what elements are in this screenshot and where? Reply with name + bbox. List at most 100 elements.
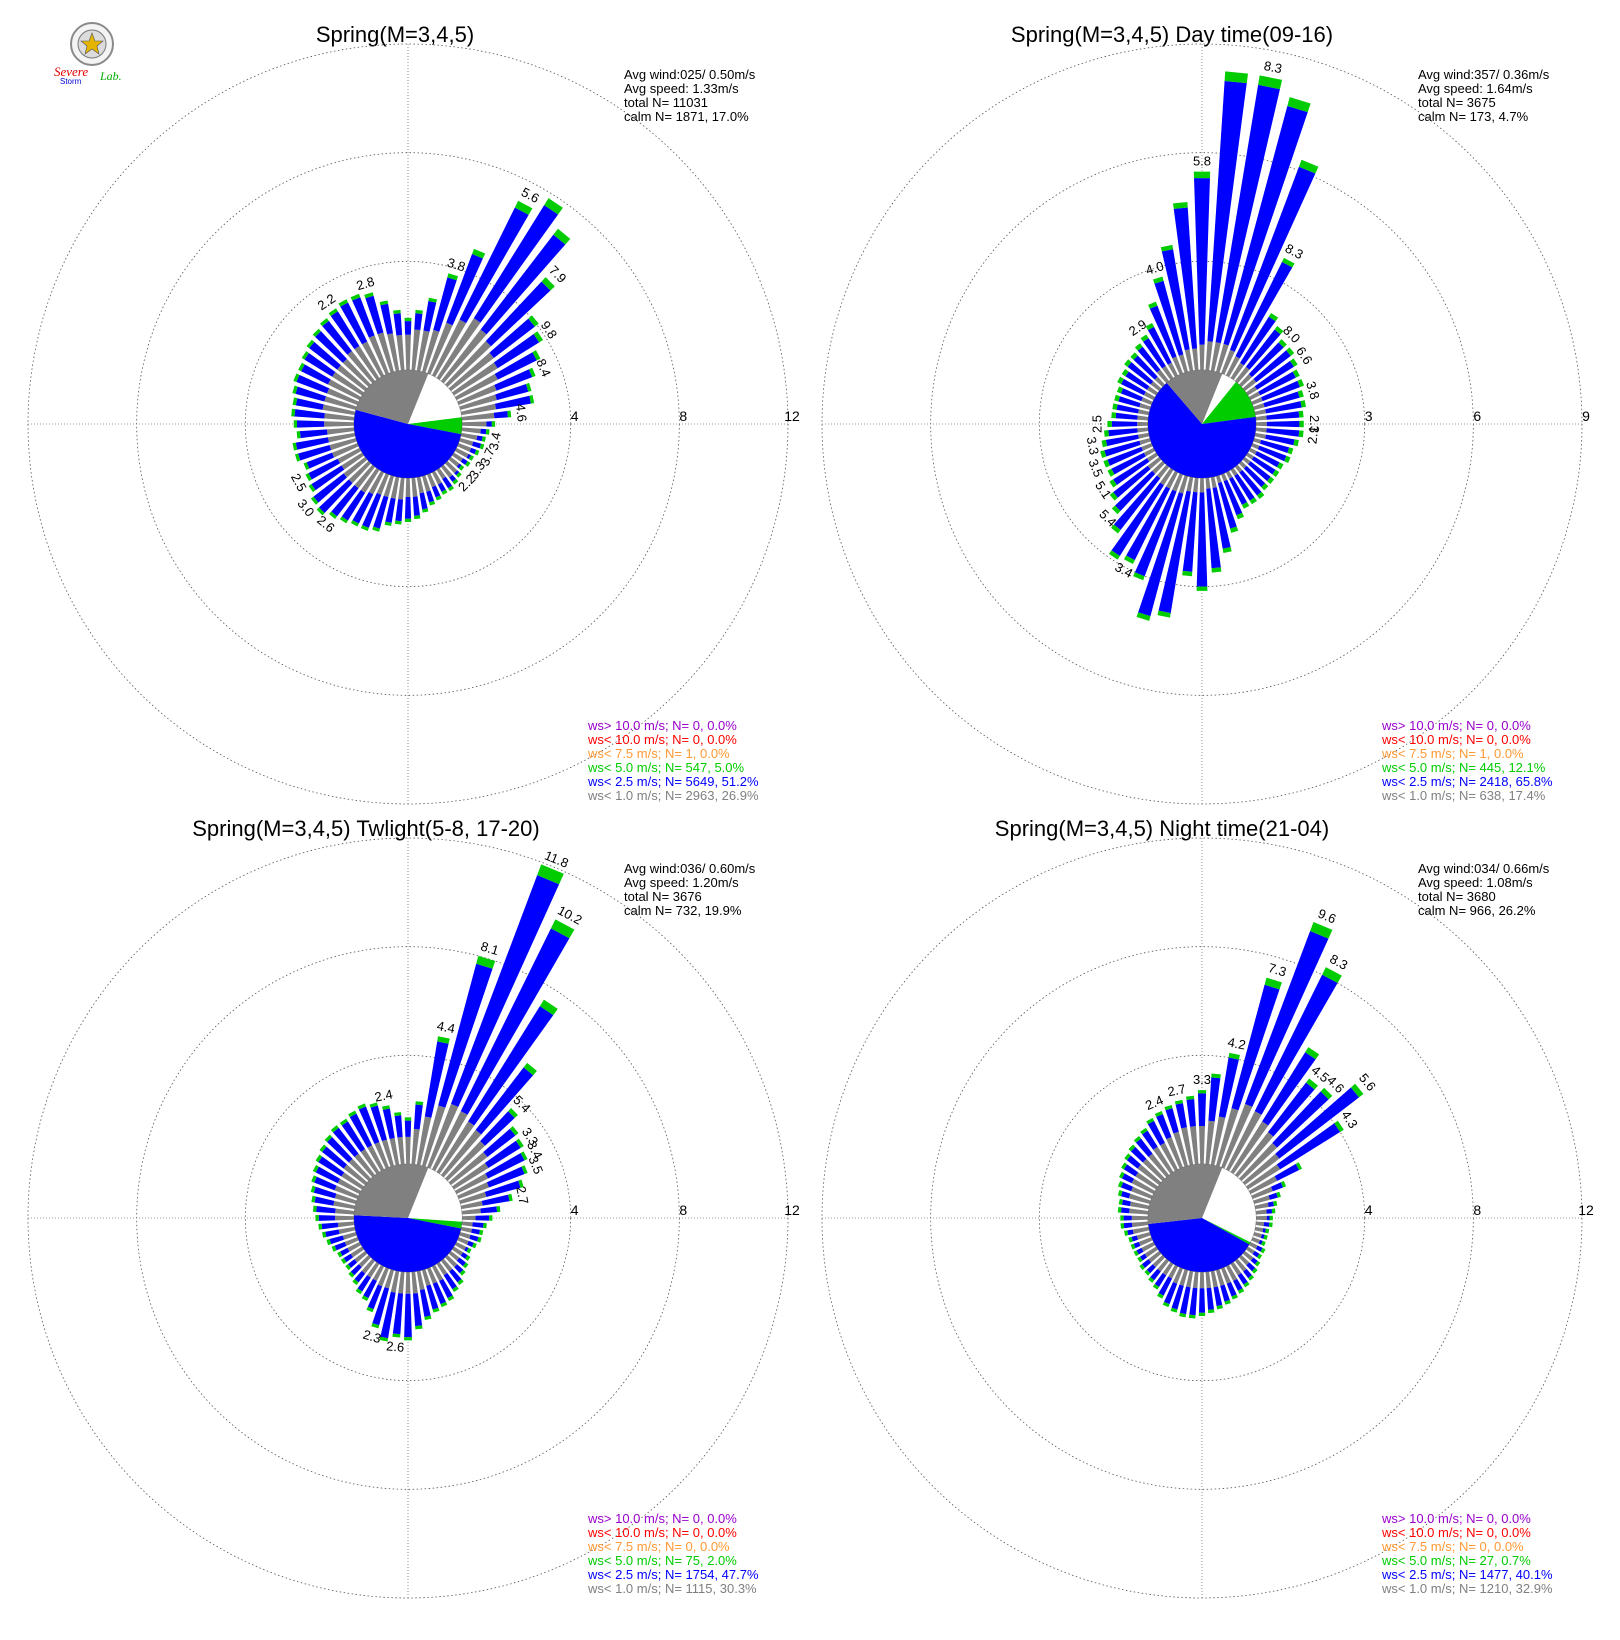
bar-segment-calm [1248, 391, 1261, 401]
bar-segment-5-0 [1322, 967, 1342, 983]
bar-segment-calm [1199, 1271, 1205, 1289]
bar-segment-2-5 [1111, 452, 1146, 475]
bar-segment-calm [1156, 464, 1170, 479]
bar-segment-calm [1131, 1221, 1149, 1228]
bar-segment-5-0 [1111, 505, 1121, 515]
bar-segment-calm [460, 1226, 472, 1233]
stat-total-n: total N= 3676 [624, 889, 702, 904]
bar-segment-calm [1148, 1153, 1170, 1178]
bar-segment-2-5 [1250, 1257, 1258, 1265]
bar-segment-5-0 [1153, 276, 1164, 284]
lab-logo: Severe Storm Lab. [54, 22, 122, 86]
bar-segment-5-0 [404, 518, 412, 522]
bar-segment-calm [1146, 452, 1159, 462]
bar-segment-calm [405, 477, 411, 497]
bar-segment-calm [1238, 1254, 1250, 1266]
bar-segment-5-0 [372, 526, 380, 532]
bar-segment-2-5 [404, 321, 412, 335]
ring-label: 12 [1578, 1202, 1594, 1218]
bar-segment-2-5 [1215, 84, 1280, 344]
bar-segment-5-0 [1173, 201, 1188, 209]
bar-segment-5-0 [1186, 1095, 1195, 1100]
bar-segment-5-0 [310, 1185, 316, 1193]
bar-segment-calm [411, 1271, 418, 1294]
bar-segment-calm [1178, 475, 1189, 494]
bar-segment-2-5 [295, 437, 329, 450]
bar-segment-calm [1166, 1136, 1183, 1169]
bar-segment-calm [1141, 1241, 1156, 1252]
bar-segment-calm [1238, 460, 1247, 469]
bar-segment-5-0 [1133, 1135, 1141, 1143]
bar-segment-2-5 [468, 1006, 554, 1126]
bar-segment-5-0 [1230, 526, 1239, 533]
pie-slice-blue [1148, 1218, 1250, 1273]
pie-slice-gray [354, 1164, 429, 1218]
ring-label: 8 [679, 1202, 687, 1218]
bar-segment-5-0 [312, 1164, 319, 1173]
bar-segment-2-5 [1104, 440, 1141, 457]
bar-segment-2-5 [460, 458, 468, 465]
bar-segment-5-0 [1297, 379, 1305, 388]
bar-value-label: 3.5 [1085, 457, 1106, 479]
bar-segment-2-5 [1268, 1192, 1278, 1200]
bar-segment-5-0 [348, 1271, 355, 1278]
legend: ws> 10.0 m/s; N= 0, 0.0% ws< 10.0 m/s; N… [587, 1511, 759, 1596]
bar-segment-5-0 [1263, 1234, 1268, 1240]
bar-segment-2-5 [296, 374, 330, 394]
bar-segment-2-5 [362, 492, 382, 528]
bar-segment-5-0 [1300, 400, 1307, 408]
bar-segment-5-0 [384, 521, 392, 527]
bar-segment-2-5 [340, 302, 368, 345]
bar-segment-calm [1234, 464, 1243, 473]
bar-segment-calm [405, 1271, 411, 1294]
bar-segment-calm [431, 470, 442, 485]
legend: ws> 10.0 m/s; N= 0, 0.0% ws< 10.0 m/s; N… [1381, 718, 1553, 803]
bar-segment-5-0 [305, 473, 312, 482]
bar-segment-calm [332, 443, 359, 458]
bar-segment-5-0 [392, 1333, 401, 1338]
bar-segment-2-5 [1156, 1114, 1172, 1140]
legend-entry: ws> 10.0 m/s; N= 0, 0.0% [1381, 1511, 1531, 1526]
bar-segment-5-0 [1265, 1228, 1270, 1234]
panel-title: Spring(M=3,4,5) Day time(09-16) [1011, 22, 1333, 47]
bar-segment-2-5 [1223, 105, 1308, 346]
bar-segment-calm [448, 1250, 460, 1261]
bar-segment-5-0 [1145, 322, 1155, 331]
bar-segment-2-5 [1263, 391, 1300, 408]
bar-segment-2-5 [480, 428, 487, 435]
bar-segment-2-5 [1147, 1120, 1165, 1146]
bar-segment-5-0 [1261, 483, 1269, 491]
bar-segment-5-0 [518, 1179, 524, 1188]
bar-segment-2-5 [1237, 1272, 1248, 1285]
bar-segment-5-0 [553, 228, 571, 245]
pie-slice-blue [354, 409, 462, 478]
bar-segment-5-0 [326, 1239, 332, 1246]
bar-segment-2-5 [1266, 411, 1300, 420]
bar-segment-5-0 [1306, 1078, 1318, 1090]
rose-plot: 4 8 123.34.27.39.68.34.54.6 5.64.32.42.7 [821, 837, 1594, 1599]
bar-segment-calm [1230, 467, 1238, 476]
bar-segment-5-0 [294, 453, 301, 462]
bar-value-label: 3.4 [486, 431, 504, 452]
bar-segment-5-0 [1267, 476, 1275, 484]
wind-rose-panel-spring: Spring(M=3,4,5) 4 8 123.85.67.99.88.44.63.… [27, 22, 800, 805]
bar-segment-2-5 [419, 492, 428, 510]
bar-segment-calm [1129, 1201, 1150, 1210]
bar-segment-5-0 [1114, 394, 1120, 402]
bar-segment-calm [1225, 1111, 1262, 1172]
bar-segment-2-5 [1123, 1222, 1133, 1229]
bar-segment-5-0 [550, 919, 575, 939]
bar-segment-calm [461, 421, 487, 427]
legend-entry: ws< 7.5 m/s; N= 0, 0.0% [1381, 1539, 1524, 1554]
bar-segment-calm [372, 1264, 385, 1282]
bar-value-label: 2.7 [513, 1185, 531, 1206]
bar-segment-5-0 [357, 1103, 366, 1110]
bar-segment-calm [341, 1172, 365, 1190]
bar-segment-calm [335, 1208, 355, 1215]
bar-segment-2-5 [494, 352, 537, 380]
bar-segment-5-0 [1224, 71, 1249, 84]
bar-segment-calm [1165, 470, 1179, 489]
bar-segment-5-0 [1103, 459, 1110, 468]
bar-segment-5-0 [1120, 1223, 1125, 1229]
bar-segment-calm [444, 460, 458, 474]
